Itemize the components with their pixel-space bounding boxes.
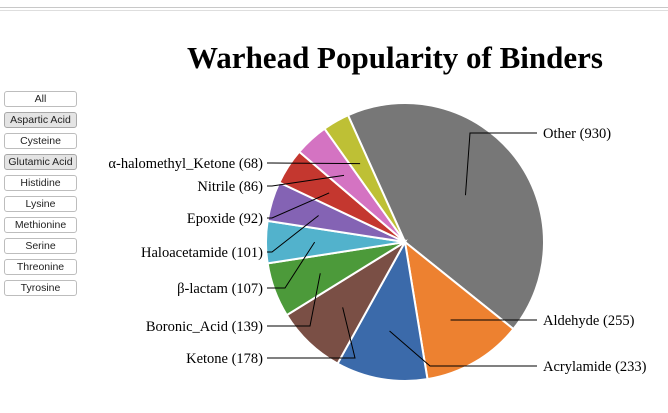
filter-button-tyrosine[interactable]: Tyrosine xyxy=(4,280,77,296)
slice-label-2: Acrylamide (233) xyxy=(543,359,647,375)
leader-line-0 xyxy=(464,132,537,196)
filter-button-methionine[interactable]: Methionine xyxy=(4,217,77,233)
pie-slice-9 xyxy=(323,113,406,243)
amino-acid-filter-sidebar: All Aspartic Acid Cysteine Glutamic Acid His… xyxy=(4,91,77,301)
window-divider xyxy=(0,7,668,8)
slice-label-0: Other (930) xyxy=(543,126,611,142)
leader-line-6 xyxy=(267,215,319,253)
window-divider-secondary xyxy=(0,10,668,11)
leader-line-2 xyxy=(389,330,537,367)
filter-button-histidine[interactable]: Histidine xyxy=(4,175,77,191)
slice-label-5: β-lactam (107) xyxy=(177,281,263,297)
filter-button-cysteine[interactable]: Cysteine xyxy=(4,133,77,149)
leader-line-3 xyxy=(267,307,356,359)
filter-button-all[interactable]: All xyxy=(4,91,77,107)
slice-label-1: Aldehyde (255) xyxy=(543,313,635,329)
filter-button-aspartic-acid[interactable]: Aspartic Acid xyxy=(4,112,77,128)
slice-label-8: Nitrile (86) xyxy=(197,179,263,195)
slice-label-6: Haloacetamide (101) xyxy=(141,245,263,261)
leader-line-5 xyxy=(267,241,316,289)
pie-slice-0 xyxy=(346,102,545,331)
leader-line-8 xyxy=(267,174,345,187)
pie-slice-2 xyxy=(336,238,429,382)
filter-button-serine[interactable]: Serine xyxy=(4,238,77,254)
pie-slice-1 xyxy=(403,239,515,381)
chart-title: Warhead Popularity of Binders xyxy=(187,40,603,75)
slice-label-7: Epoxide (92) xyxy=(187,211,263,227)
leader-line-4 xyxy=(267,273,321,327)
slice-label-4: Boronic_Acid (139) xyxy=(146,319,263,335)
slice-label-9: α-halomethyl_Ketone (68) xyxy=(108,156,263,172)
filter-button-lysine[interactable]: Lysine xyxy=(4,196,77,212)
leader-line-7 xyxy=(267,192,330,219)
filter-button-glutamic-acid[interactable]: Glutamic Acid xyxy=(4,154,77,170)
slice-label-3: Ketone (178) xyxy=(186,351,263,367)
filter-button-threonine[interactable]: Threonine xyxy=(4,259,77,275)
leader-line-9 xyxy=(267,162,361,165)
